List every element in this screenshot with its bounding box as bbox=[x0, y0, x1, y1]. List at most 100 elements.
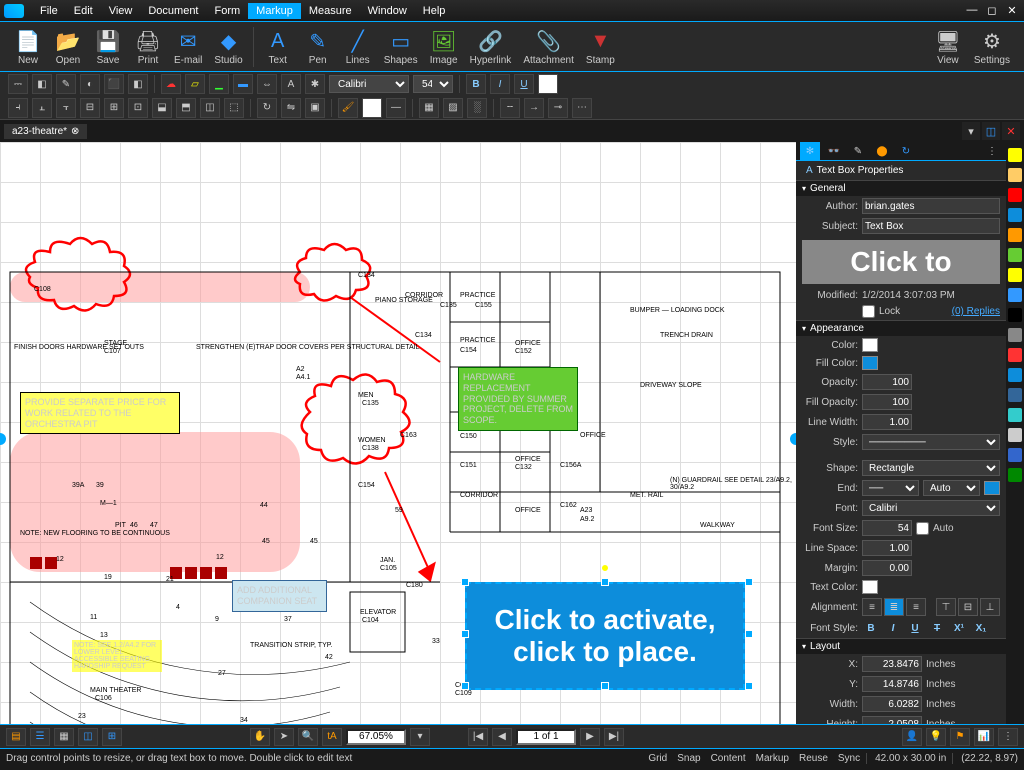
y-input[interactable] bbox=[862, 676, 922, 692]
zoom-input[interactable] bbox=[346, 729, 406, 745]
underline-btn[interactable]: U bbox=[906, 620, 924, 636]
format-btn[interactable]: ⎓ bbox=[8, 74, 28, 94]
tool-pen[interactable]: ✎Pen bbox=[298, 27, 338, 66]
zoom-dropdown[interactable]: ▾ bbox=[410, 728, 430, 746]
more-btn[interactable]: ⋮ bbox=[998, 728, 1018, 746]
tool-stamp[interactable]: ▼Stamp bbox=[580, 27, 621, 66]
tool-rail-item[interactable] bbox=[1008, 268, 1022, 282]
author-input[interactable] bbox=[862, 198, 1000, 214]
linewidth-input[interactable] bbox=[862, 414, 912, 430]
tool-text[interactable]: AText bbox=[258, 27, 298, 66]
tool-hyperlink[interactable]: 🔗Hyperlink bbox=[464, 27, 518, 66]
resize-handle[interactable] bbox=[461, 578, 469, 586]
tool-shapes[interactable]: ▭Shapes bbox=[378, 27, 424, 66]
tab-close-icon[interactable]: ⊗ bbox=[71, 126, 79, 137]
group-btn[interactable]: ▣ bbox=[305, 98, 325, 118]
tool-rail-item[interactable] bbox=[1008, 168, 1022, 182]
menu-window[interactable]: Window bbox=[360, 3, 415, 19]
tool-new[interactable]: 📄New bbox=[8, 27, 48, 66]
resize-handle[interactable] bbox=[745, 578, 753, 586]
rotate-handle[interactable] bbox=[601, 564, 609, 572]
arrow-btn[interactable]: → bbox=[524, 98, 544, 118]
dash-btn[interactable]: ╌ bbox=[500, 98, 520, 118]
align-btn[interactable]: ⫟ bbox=[56, 98, 76, 118]
linespace-input[interactable] bbox=[862, 540, 912, 556]
bold-btn[interactable]: B bbox=[862, 620, 880, 636]
pattern-btn[interactable]: ░ bbox=[467, 98, 487, 118]
callout-green[interactable]: HARDWARE REPLACEMENT PROVIDED BY SUMMER … bbox=[458, 367, 578, 431]
status-snap[interactable]: Snap bbox=[677, 753, 700, 764]
selected-text-box[interactable]: Click to activate, click to place. bbox=[465, 582, 745, 690]
strike-btn[interactable]: T bbox=[928, 620, 946, 636]
pan-btn[interactable]: ✋ bbox=[250, 728, 270, 746]
page-input[interactable] bbox=[516, 729, 576, 745]
tool-rail-item[interactable] bbox=[1008, 308, 1022, 322]
font-select[interactable]: Calibri bbox=[862, 500, 1000, 516]
auto-size-checkbox[interactable] bbox=[916, 522, 929, 535]
binoculars-icon[interactable]: 👓 bbox=[824, 142, 844, 160]
underline-btn[interactable]: U bbox=[514, 74, 534, 94]
resize-handle[interactable] bbox=[461, 682, 469, 690]
strike-btn[interactable]: ▬ bbox=[233, 74, 253, 94]
status-content[interactable]: Content bbox=[711, 753, 746, 764]
tool-rail-item[interactable] bbox=[1008, 388, 1022, 402]
highlight-note[interactable]: NOTE: SEE 1.2/A4.2 FOR LOWER LEVEL ACCES… bbox=[72, 640, 162, 672]
super-btn[interactable]: X¹ bbox=[950, 620, 968, 636]
flip-btn[interactable]: ⇋ bbox=[281, 98, 301, 118]
textcolor-swatch[interactable] bbox=[862, 580, 878, 594]
menu-document[interactable]: Document bbox=[140, 3, 206, 19]
end-color[interactable] bbox=[984, 481, 1000, 495]
status-markup[interactable]: Markup bbox=[756, 753, 789, 764]
menu-view[interactable]: View bbox=[101, 3, 141, 19]
tool-rail-item[interactable] bbox=[1008, 148, 1022, 162]
tool-rail-item[interactable] bbox=[1008, 348, 1022, 362]
format-btn[interactable]: ◧ bbox=[32, 74, 52, 94]
tool-rail-item[interactable] bbox=[1008, 428, 1022, 442]
section-appearance[interactable]: Appearance bbox=[796, 321, 1006, 336]
align-btn[interactable]: ◫ bbox=[200, 98, 220, 118]
tool-settings[interactable]: ⚙Settings bbox=[968, 27, 1016, 66]
align-bottom-btn[interactable]: ⊥ bbox=[980, 598, 1000, 616]
tab-split-icon[interactable]: ◫ bbox=[982, 122, 1000, 140]
color-btn[interactable] bbox=[538, 74, 558, 94]
fill-btn[interactable]: ▨ bbox=[443, 98, 463, 118]
align-btn[interactable]: ⫠ bbox=[32, 98, 52, 118]
align-btn[interactable]: ⬒ bbox=[176, 98, 196, 118]
replies-link[interactable]: (0) Replies bbox=[952, 306, 1000, 317]
tool-image[interactable]: 🖼Image bbox=[424, 27, 464, 66]
more-icon[interactable]: ⋮ bbox=[982, 142, 1002, 160]
opacity-input[interactable] bbox=[862, 374, 912, 390]
gear-icon[interactable]: ✻ bbox=[800, 142, 820, 160]
align-left-btn[interactable]: ≡ bbox=[862, 598, 882, 616]
align-btn[interactable]: ⫞ bbox=[8, 98, 28, 118]
fillcolor-swatch[interactable] bbox=[862, 356, 878, 370]
highlight-btn[interactable]: ▱ bbox=[185, 74, 205, 94]
tool-rail-item[interactable] bbox=[1008, 448, 1022, 462]
menu-form[interactable]: Form bbox=[207, 3, 249, 19]
italic-btn[interactable]: I bbox=[490, 74, 510, 94]
end-select[interactable]: ── bbox=[862, 480, 919, 496]
align-middle-btn[interactable]: ⊟ bbox=[958, 598, 978, 616]
section-general[interactable]: General bbox=[796, 181, 1006, 196]
align-top-btn[interactable]: ⊤ bbox=[936, 598, 956, 616]
fontsize-input[interactable] bbox=[862, 520, 912, 536]
tool-e-mail[interactable]: ✉E-mail bbox=[168, 27, 208, 66]
next-page-btn[interactable]: ▶ bbox=[580, 728, 600, 746]
menu-file[interactable]: File bbox=[32, 3, 66, 19]
callout-yellow[interactable]: PROVIDE SEPARATE PRICE FOR WORK RELATED … bbox=[20, 392, 180, 434]
tool-save[interactable]: 💾Save bbox=[88, 27, 128, 66]
paint-btn[interactable]: 🖌 bbox=[338, 98, 358, 118]
refresh-icon[interactable]: ↻ bbox=[896, 142, 916, 160]
color-swatch[interactable] bbox=[862, 338, 878, 352]
minimize-icon[interactable]: — bbox=[964, 4, 980, 17]
align-btn[interactable]: ⊡ bbox=[128, 98, 148, 118]
status-grid[interactable]: Grid bbox=[648, 753, 667, 764]
tab-dropdown-icon[interactable]: ▾ bbox=[962, 122, 980, 140]
first-page-btn[interactable]: |◀ bbox=[468, 728, 488, 746]
line-btn[interactable]: — bbox=[386, 98, 406, 118]
italic-btn[interactable]: I bbox=[884, 620, 902, 636]
hatch-btn[interactable]: ▦ bbox=[419, 98, 439, 118]
align-btn[interactable]: ⬚ bbox=[224, 98, 244, 118]
tool-lines[interactable]: ╱Lines bbox=[338, 27, 378, 66]
dim-btn[interactable]: ⇔ bbox=[257, 74, 277, 94]
